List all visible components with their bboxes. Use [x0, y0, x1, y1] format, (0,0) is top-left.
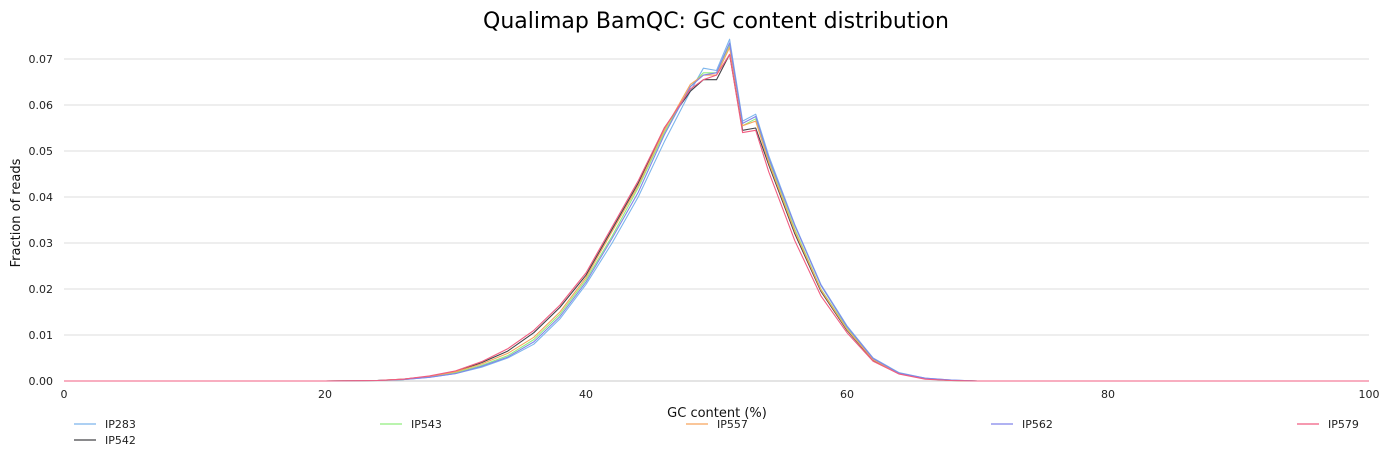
x-axis-label: GC content (%)	[667, 406, 767, 421]
y-tick-label: 0.07	[29, 53, 54, 66]
x-tick-label: 60	[840, 388, 854, 401]
legend-item-ip557[interactable]: IP557	[686, 418, 748, 431]
series-line-ip543	[64, 44, 1369, 382]
y-tick-labels: 0.00 0.01 0.02 0.03 0.04 0.05 0.06 0.07	[29, 53, 54, 388]
legend-label: IP557	[717, 418, 748, 431]
legend-label: IP579	[1328, 418, 1359, 431]
x-tick-label: 0	[61, 388, 68, 401]
y-axis-label: Fraction of reads	[9, 158, 24, 267]
series-lines	[64, 38, 1369, 382]
y-tick-label: 0.06	[29, 99, 54, 112]
x-tick-label: 80	[1101, 388, 1115, 401]
y-tick-label: 0.02	[29, 283, 54, 296]
legend-label: IP542	[105, 434, 136, 447]
series-line-ip542	[64, 53, 1369, 382]
x-tick-labels: 0 20 40 60 80 100	[61, 388, 1380, 401]
legend-label: IP283	[105, 418, 136, 431]
series-line-ip562	[64, 42, 1369, 382]
series-line-ip557	[64, 46, 1369, 382]
grid-lines	[64, 58, 1369, 382]
legend-item-ip579[interactable]: IP579	[1297, 418, 1359, 431]
x-tick-label: 100	[1359, 388, 1380, 401]
legend-item-ip542[interactable]: IP542	[74, 434, 136, 447]
legend-label: IP543	[411, 418, 442, 431]
y-tick-label: 0.05	[29, 145, 54, 158]
legend-item-ip283[interactable]: IP283	[74, 418, 136, 431]
legend-item-ip562[interactable]: IP562	[991, 418, 1053, 431]
chart-title: Qualimap BamQC: GC content distribution	[483, 9, 949, 34]
y-tick-label: 0.01	[29, 329, 54, 342]
series-line-ip283	[64, 38, 1369, 382]
x-tick-label: 40	[579, 388, 593, 401]
legend-item-ip543[interactable]: IP543	[380, 418, 442, 431]
legend: IP283 IP542 IP543 IP557 IP562 IP579	[74, 418, 1359, 447]
y-tick-label: 0.03	[29, 237, 54, 250]
x-tick-label: 20	[318, 388, 332, 401]
series-line-ip579	[64, 53, 1369, 382]
legend-label: IP562	[1022, 418, 1053, 431]
y-tick-label: 0.04	[29, 191, 54, 204]
y-tick-label: 0.00	[29, 375, 54, 388]
